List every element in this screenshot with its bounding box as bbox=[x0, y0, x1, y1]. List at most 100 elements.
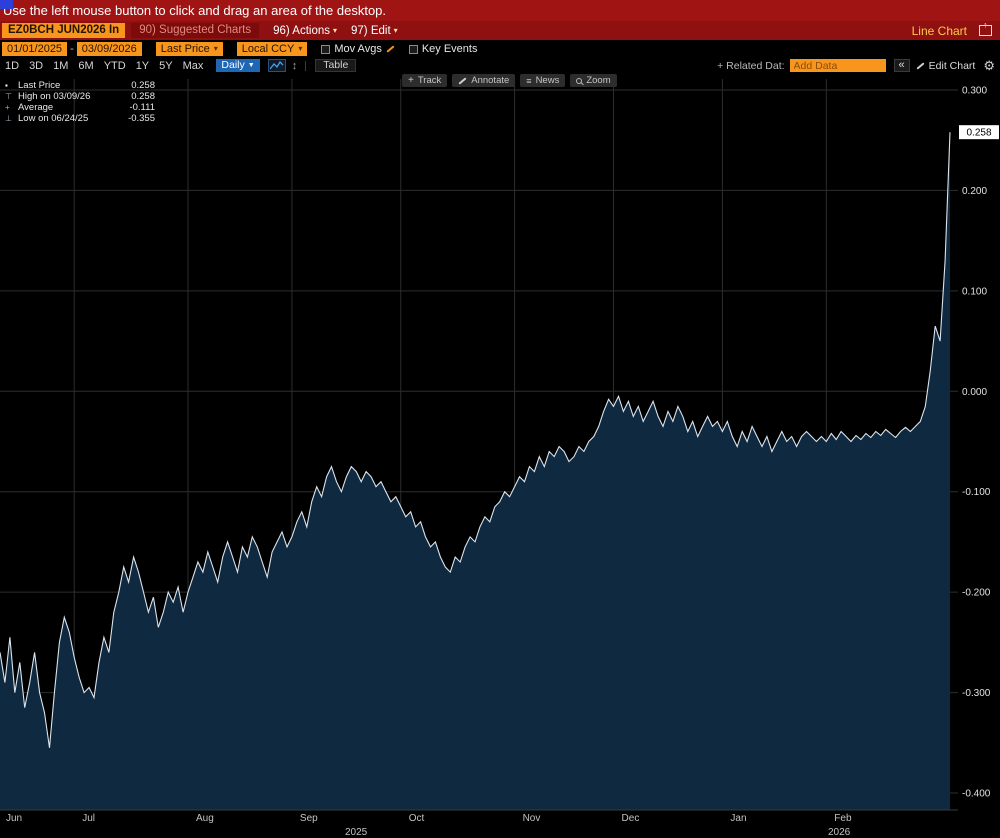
annotate-button[interactable]: Annotate bbox=[452, 74, 516, 87]
plus-icon: + bbox=[408, 75, 414, 86]
legend-item[interactable]: ▪ Last Price 0.258 bbox=[5, 80, 155, 91]
view-title: Line Chart bbox=[911, 23, 967, 38]
range-1y[interactable]: 1Y bbox=[135, 59, 150, 72]
price-field-dropdown[interactable]: Last Price ▾ bbox=[155, 42, 223, 56]
edit-menu-label: 97) Edit bbox=[351, 24, 391, 37]
average-marker-icon: + bbox=[5, 103, 10, 112]
news-label: News bbox=[535, 75, 560, 86]
chart-panel[interactable]: 0.300 0.200 0.100 0.000 -0.100 -0.200 -0.300 -0… bbox=[0, 73, 1000, 838]
range-max[interactable]: Max bbox=[182, 59, 204, 72]
x-month-label: Oct bbox=[409, 813, 425, 824]
window-accent bbox=[0, 0, 13, 9]
suggested-charts-menu[interactable]: 90) Suggested Charts bbox=[131, 23, 260, 38]
date-to-field[interactable]: 03/09/2026 bbox=[76, 42, 142, 56]
related-data-label: + Related Dat: bbox=[717, 59, 785, 72]
date-range-separator: - bbox=[70, 43, 74, 55]
range-1d[interactable]: 1D bbox=[5, 59, 20, 72]
y-tick-label: 0.200 bbox=[962, 186, 987, 197]
chevron-down-icon: ▾ bbox=[333, 26, 338, 35]
key-events-label: Key Events bbox=[421, 43, 478, 55]
chevron-down-icon: ▾ bbox=[298, 44, 303, 53]
export-arrow-icon: ↑ bbox=[983, 20, 988, 30]
legend-label: Low on 06/24/25 bbox=[18, 113, 89, 124]
edit-chart-label: Edit Chart bbox=[928, 59, 976, 72]
y-tick-label: -0.300 bbox=[962, 688, 991, 699]
legend-value: -0.111 bbox=[129, 102, 155, 113]
currency-value: Local CCY bbox=[241, 43, 295, 55]
y-tick-label: -0.200 bbox=[962, 588, 991, 599]
price-field-value: Last Price bbox=[160, 43, 210, 55]
legend-label: Last Price bbox=[18, 80, 61, 91]
line-chart-type-icon[interactable] bbox=[267, 59, 286, 72]
x-month-label: Feb bbox=[834, 813, 852, 824]
gear-icon[interactable]: ⚙ bbox=[983, 58, 995, 73]
x-month-label: Jul bbox=[82, 813, 95, 824]
function-bar: EZ0BCH JUN2026 In 90) Suggested Charts 9… bbox=[0, 20, 1000, 40]
y-tick-label: -0.400 bbox=[962, 789, 991, 800]
period-bar: 1D 3D 1M 6M YTD 1Y 5Y Max Daily ▼ ↕ Table + Rel… bbox=[0, 58, 1000, 73]
last-price-badge-bg bbox=[959, 125, 999, 140]
x-month-label: Aug bbox=[196, 813, 214, 824]
news-button[interactable]: ≡ News bbox=[520, 74, 566, 87]
track-label: Track bbox=[417, 75, 442, 86]
legend-label: High on 03/09/26 bbox=[18, 91, 91, 102]
price-chart[interactable]: 0.300 0.200 0.100 0.000 -0.100 -0.200 -0.300 -0… bbox=[0, 73, 1000, 838]
message-bar: Use the left mouse button to click and d… bbox=[0, 0, 1000, 21]
x-month-label: Sep bbox=[300, 813, 318, 824]
range-buttons: 1D 3D 1M 6M YTD 1Y 5Y Max bbox=[0, 60, 203, 72]
range-ytd[interactable]: YTD bbox=[103, 59, 126, 72]
range-5y[interactable]: 5Y bbox=[159, 59, 173, 72]
mov-avgs-label: Mov Avgs bbox=[334, 43, 382, 55]
edit-chart-button[interactable]: Edit Chart bbox=[916, 59, 976, 72]
actions-menu-label: 96) Actions bbox=[273, 24, 330, 37]
edit-menu[interactable]: 97) Edit ▾ bbox=[351, 25, 398, 37]
frequency-value: Daily bbox=[221, 59, 245, 71]
legend-label: Average bbox=[18, 102, 54, 113]
pencil-icon[interactable] bbox=[386, 45, 395, 53]
y-tick-label: 0.300 bbox=[962, 86, 987, 97]
chevron-down-icon: ▾ bbox=[213, 44, 218, 53]
axis-scale-icon[interactable]: ↕ bbox=[291, 59, 298, 72]
collapse-panel-button[interactable]: « bbox=[893, 59, 910, 72]
add-data-input[interactable] bbox=[789, 59, 886, 72]
date-from-value: 01/01/2025 bbox=[7, 43, 63, 55]
key-events-checkbox[interactable] bbox=[408, 44, 418, 54]
x-month-label: Jan bbox=[730, 813, 746, 824]
x-month-label: Jun bbox=[6, 813, 22, 824]
range-3d[interactable]: 3D bbox=[29, 59, 44, 72]
zoom-button[interactable]: Zoom bbox=[570, 74, 617, 87]
security-field[interactable]: EZ0BCH JUN2026 In bbox=[2, 23, 126, 38]
legend-value: -0.355 bbox=[128, 113, 155, 124]
legend-item[interactable]: + Average -0.111 bbox=[5, 102, 155, 113]
message-text: Use the left mouse button to click and d… bbox=[3, 3, 387, 18]
range-1m[interactable]: 1M bbox=[53, 59, 69, 72]
chevron-down-icon: ▾ bbox=[393, 26, 398, 35]
legend-item[interactable]: ⊥ Low on 06/24/25 -0.355 bbox=[5, 113, 155, 124]
price-area-fill bbox=[0, 132, 950, 810]
annotate-label: Annotate bbox=[471, 75, 510, 86]
divider bbox=[305, 60, 307, 71]
date-from-field[interactable]: 01/01/2025 bbox=[2, 42, 68, 56]
chart-toolbar: + Track Annotate ≡ News Zoom bbox=[402, 74, 617, 87]
mov-avgs-checkbox[interactable] bbox=[321, 44, 331, 54]
y-tick-label: 0.100 bbox=[962, 286, 987, 297]
price-line bbox=[0, 132, 951, 748]
pencil-icon bbox=[916, 61, 925, 70]
x-month-label: Nov bbox=[523, 813, 541, 824]
field-bar: 01/01/2025 - 03/09/2026 Last Price ▾ Loc… bbox=[0, 40, 1000, 58]
export-icon[interactable]: ↑ bbox=[979, 20, 992, 36]
low-marker-icon: ⊥ bbox=[5, 114, 12, 123]
table-button[interactable]: Table bbox=[315, 59, 357, 72]
frequency-dropdown[interactable]: Daily ▼ bbox=[216, 59, 260, 72]
x-year-label: 2026 bbox=[828, 827, 851, 838]
legend-value: 0.258 bbox=[131, 91, 155, 102]
actions-menu[interactable]: 96) Actions ▾ bbox=[273, 25, 337, 37]
legend-item[interactable]: ⊤ High on 03/09/26 0.258 bbox=[5, 91, 155, 102]
zoom-label: Zoom bbox=[586, 75, 611, 86]
y-tick-label: 0.000 bbox=[962, 387, 987, 398]
track-button[interactable]: + Track bbox=[402, 74, 448, 87]
currency-dropdown[interactable]: Local CCY ▾ bbox=[236, 42, 308, 56]
high-marker-icon: ⊤ bbox=[5, 92, 12, 101]
magnifier-icon bbox=[576, 77, 583, 84]
range-6m[interactable]: 6M bbox=[78, 59, 94, 72]
